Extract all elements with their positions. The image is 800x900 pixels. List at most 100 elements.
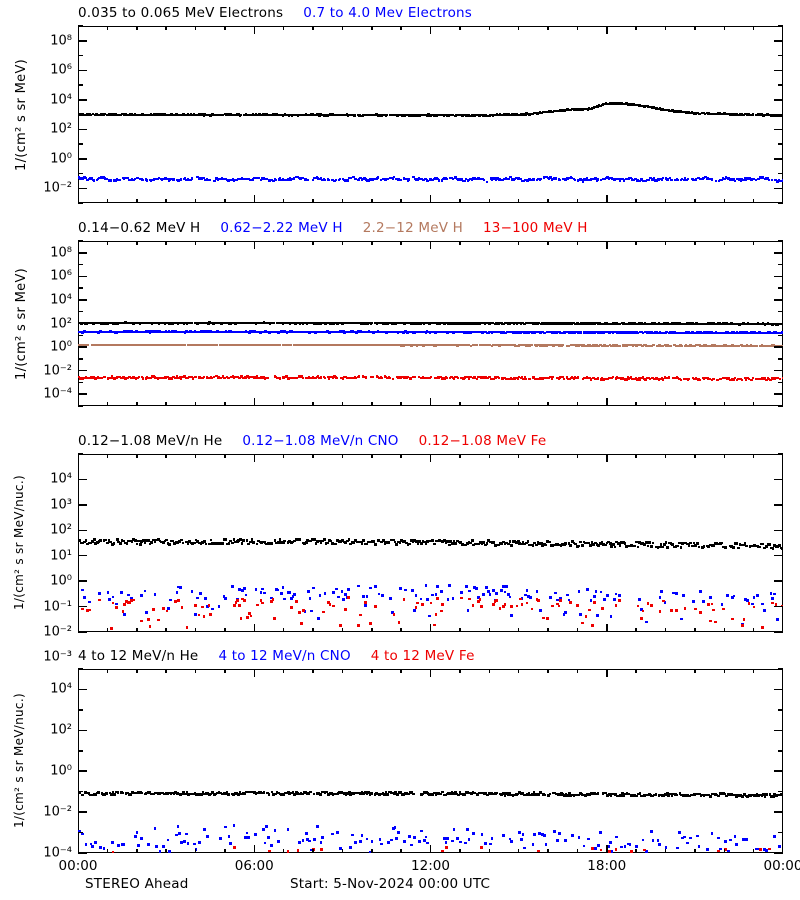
x-tick-mark [136, 628, 138, 632]
data-point [758, 113, 762, 116]
y-tick-mark [774, 605, 783, 608]
data-point [670, 609, 674, 612]
data-point [455, 178, 458, 181]
x-tick-mark [400, 849, 402, 853]
data-point [195, 596, 199, 600]
data-point [380, 594, 384, 598]
data-point [115, 606, 118, 609]
y-tick-mark [774, 158, 783, 160]
data-point [638, 598, 642, 601]
data-point [656, 839, 660, 843]
y-tick-label-low-energy-ions-0: 10⁴ [50, 471, 72, 487]
data-point [471, 177, 475, 180]
data-point [161, 845, 165, 848]
y-tick-mark [774, 393, 783, 395]
data-point [589, 599, 593, 602]
data-point [185, 626, 189, 629]
y-tick-label-protons-1: 10⁶ [50, 268, 72, 284]
y-tick-mark [78, 831, 83, 834]
data-point [296, 849, 300, 852]
data-point [188, 178, 191, 182]
data-point [435, 177, 438, 180]
data-point [335, 587, 339, 591]
data-point [519, 178, 522, 181]
data-point [717, 836, 721, 840]
data-point [136, 176, 139, 180]
data-point [433, 177, 437, 180]
data-point [658, 610, 662, 614]
y-tick-mark [78, 369, 87, 372]
data-point [385, 114, 389, 117]
data-point [446, 177, 449, 181]
data-point [263, 591, 266, 595]
data-point [622, 179, 626, 182]
data-point [205, 113, 209, 117]
data-point [500, 589, 504, 592]
data-point [614, 102, 617, 105]
data-point [402, 177, 406, 180]
data-point [564, 178, 567, 181]
data-point [102, 846, 106, 850]
data-point [692, 600, 695, 604]
data-point [444, 841, 448, 845]
data-point [280, 178, 283, 181]
data-point [469, 178, 472, 181]
data-point [468, 589, 472, 593]
data-point [463, 113, 466, 117]
x-tick-mark [224, 849, 226, 853]
data-point [577, 835, 581, 839]
x-tick-mark [312, 26, 314, 30]
data-point [270, 542, 274, 545]
data-point [155, 845, 158, 848]
data-point [723, 177, 726, 181]
data-point [614, 604, 618, 607]
data-point [781, 179, 783, 182]
x-tick-mark [341, 26, 344, 30]
data-point [704, 175, 707, 179]
data-point [510, 613, 514, 617]
y-tick-mark [774, 770, 783, 772]
data-point [527, 178, 530, 181]
data-point [373, 543, 377, 546]
data-point [525, 601, 529, 605]
y-tick-mark [774, 40, 783, 42]
x-tick-mark [517, 628, 520, 632]
data-point [470, 178, 473, 181]
data-point [417, 177, 420, 180]
data-point [542, 176, 545, 179]
y-tick-mark [778, 381, 783, 384]
data-point [236, 599, 239, 602]
data-point [480, 177, 483, 181]
x-tick-mark [282, 454, 285, 458]
x-tick-mark [106, 241, 109, 245]
data-point [270, 843, 274, 847]
data-point [289, 178, 293, 181]
data-point [365, 837, 369, 841]
x-tick-mark [136, 669, 138, 673]
data-point [709, 596, 712, 599]
x-tick-mark [165, 241, 167, 245]
data-point [694, 178, 698, 181]
x-tick-mark [429, 26, 432, 34]
data-point [208, 179, 211, 182]
data-point [442, 177, 445, 181]
data-point [767, 847, 771, 851]
y-tick-mark [778, 54, 783, 57]
data-point [587, 837, 591, 841]
data-point [98, 176, 101, 179]
data-point [131, 178, 134, 181]
data-point [675, 178, 679, 181]
data-point [337, 113, 341, 117]
data-point [594, 589, 598, 593]
data-point [514, 177, 517, 181]
data-point [376, 176, 380, 179]
x-tick-mark [106, 199, 109, 203]
data-point [163, 177, 166, 180]
data-point [391, 177, 395, 180]
data-point [520, 838, 523, 841]
y-tick-mark [78, 310, 83, 313]
data-point [236, 178, 240, 181]
data-point [518, 113, 521, 116]
data-point [538, 178, 541, 181]
x-tick-mark [752, 849, 755, 853]
